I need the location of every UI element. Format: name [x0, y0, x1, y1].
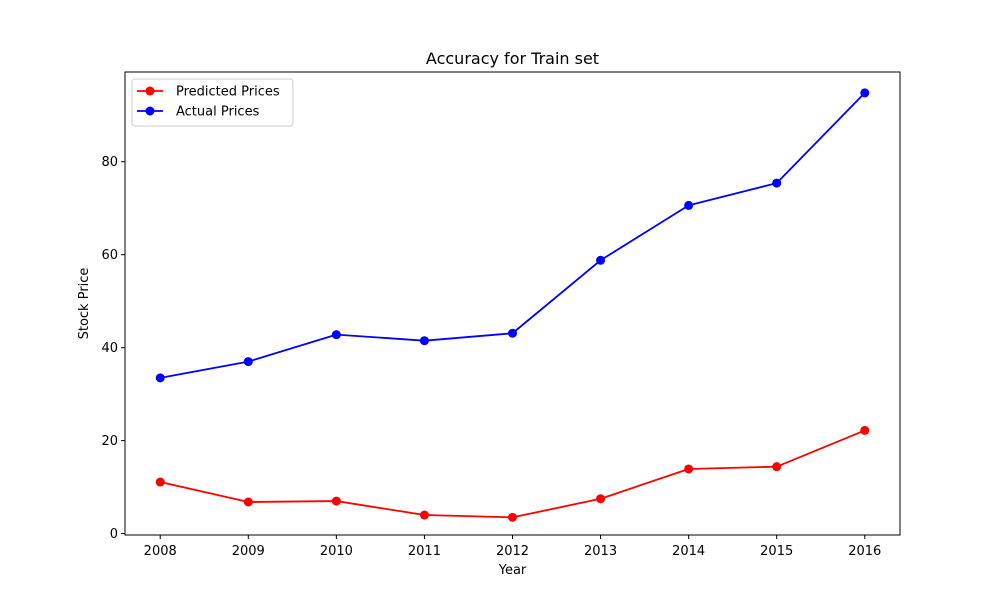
y-tick-label: 20 [101, 434, 118, 449]
legend-box [131, 78, 294, 127]
legend-label: Actual Prices [176, 105, 260, 120]
data-point [860, 425, 870, 435]
data-point [772, 462, 782, 472]
legend-marker [145, 86, 155, 96]
data-point [419, 510, 429, 520]
x-tick-label: 2014 [672, 544, 705, 559]
data-point [772, 178, 782, 188]
y-tick-label: 0 [110, 527, 118, 542]
y-tick-label: 80 [101, 155, 118, 170]
x-tick-label: 2008 [144, 544, 177, 559]
y-axis-ticks: 0 20 40 60 80 [101, 155, 125, 542]
y-tick-label: 40 [101, 341, 118, 356]
legend: Predicted Prices Actual Prices [131, 78, 294, 127]
data-point [155, 477, 165, 487]
x-tick-label: 2013 [584, 544, 617, 559]
x-axis-label: Year [498, 563, 527, 578]
legend-label: Predicted Prices [176, 85, 280, 100]
x-tick-label: 2015 [760, 544, 793, 559]
data-point [596, 255, 606, 265]
data-point [331, 330, 341, 340]
data-point [860, 88, 870, 98]
x-tick-label: 2010 [320, 544, 353, 559]
data-point [596, 494, 606, 504]
x-axis-ticks: 2008 2009 2010 2011 2012 2013 2014 2015 2016 [144, 535, 881, 559]
data-point [243, 357, 253, 367]
data-point [508, 328, 517, 338]
data-point [419, 336, 429, 346]
data-point [331, 496, 341, 506]
data-point [155, 373, 165, 383]
series-layer [155, 88, 870, 522]
data-point [243, 497, 253, 507]
data-point [684, 200, 694, 210]
y-tick-label: 60 [101, 248, 118, 263]
x-tick-label: 2016 [848, 544, 881, 559]
data-point [684, 464, 694, 474]
chart-title: Accuracy for Train set [426, 49, 599, 68]
x-tick-label: 2009 [232, 544, 265, 559]
data-point [508, 512, 517, 522]
x-tick-label: 2011 [408, 544, 441, 559]
x-tick-label: 2012 [496, 544, 529, 559]
legend-marker [145, 106, 155, 116]
y-axis-label: Stock Price [77, 268, 92, 340]
plot-frame [124, 71, 901, 536]
